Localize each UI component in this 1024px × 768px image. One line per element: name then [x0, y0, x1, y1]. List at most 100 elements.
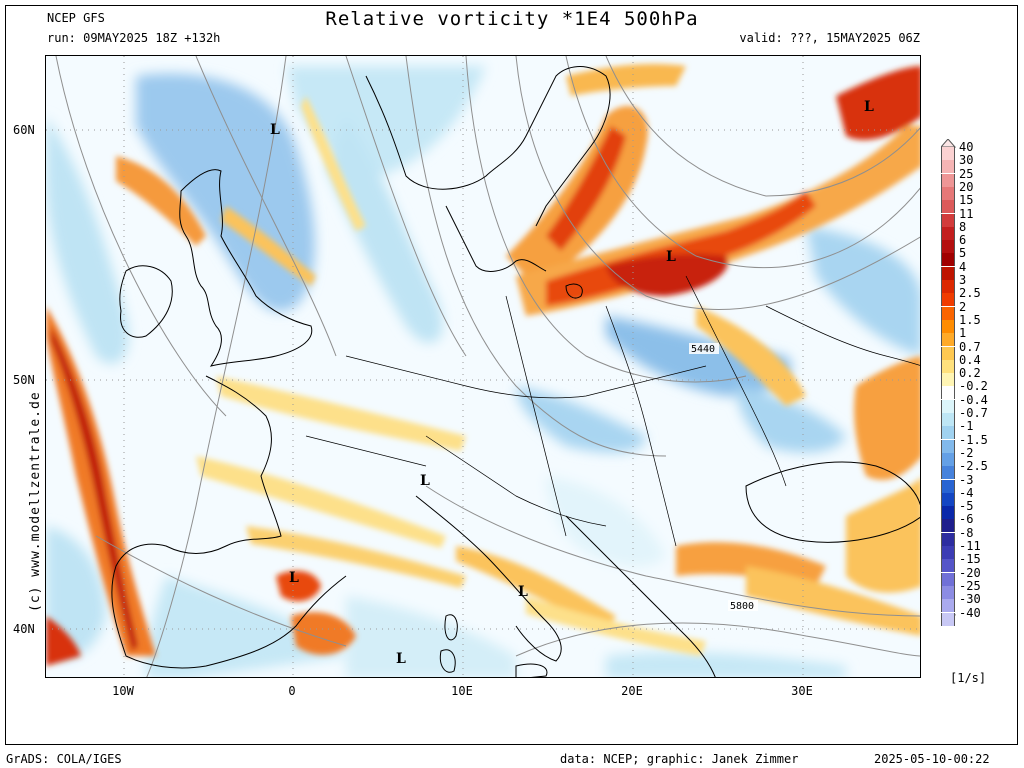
legend-label: 0.4 — [959, 352, 981, 367]
model-name: NCEP GFS — [47, 11, 105, 25]
coastlines-borders — [111, 66, 920, 677]
legend-label: -5 — [959, 499, 974, 514]
legend-swatch — [941, 585, 955, 599]
legend-level: -1 — [941, 419, 1001, 440]
legend-level: -8 — [941, 526, 1001, 546]
legend-swatch — [941, 333, 955, 347]
legend-level: -6 — [941, 512, 1001, 533]
legend-level: 20 — [941, 180, 1001, 200]
lon-label-10w: 10W — [112, 684, 134, 698]
legend-label: -3 — [959, 472, 974, 487]
legend-level: 15 — [941, 193, 1001, 214]
legend-label: -0.2 — [959, 379, 988, 394]
legend-level: -11 — [941, 539, 1001, 559]
geopotential-contours — [55, 56, 920, 677]
legend-level: 1 — [941, 326, 1001, 347]
map-canvas: L L L L L L L 5440 5800 — [46, 56, 920, 677]
legend-level: -5 — [941, 499, 1001, 520]
positive-vorticity-field — [46, 64, 920, 666]
legend-swatch — [941, 200, 955, 214]
legend-label: 4 — [959, 259, 967, 274]
legend-label: 15 — [959, 193, 974, 208]
legend-label: 8 — [959, 219, 967, 234]
contour-values: 5440 5800 — [689, 343, 758, 612]
legend-level: 0.7 — [941, 340, 1001, 360]
low-marker: L — [420, 473, 430, 489]
legend-label: 30 — [959, 153, 974, 168]
legend-swatch — [941, 399, 955, 413]
legend-level: -1.5 — [941, 433, 1001, 453]
legend-swatch — [941, 240, 955, 254]
legend-swatch — [941, 213, 955, 227]
legend-level: 0.4 — [941, 353, 1001, 373]
legend-label: -4 — [959, 485, 974, 500]
legend-label: -0.7 — [959, 406, 988, 420]
legend-swatch — [941, 373, 955, 387]
legend-level: 40 — [941, 140, 1001, 160]
legend-swatch — [941, 226, 955, 240]
lon-label-30e: 30E — [791, 684, 813, 698]
graticule — [46, 56, 920, 677]
legend-level: -30 — [941, 592, 1001, 613]
legend-label: 5 — [959, 246, 967, 261]
legend-label: -0.4 — [959, 392, 988, 407]
legend-swatch — [941, 532, 955, 546]
legend-level: 30 — [941, 153, 1001, 174]
legend-level: 1.5 — [941, 313, 1001, 333]
legend-swatch — [941, 466, 955, 480]
legend-level: -2.5 — [941, 459, 1001, 480]
legend-label: -1 — [959, 419, 974, 434]
contour-label-5440: 5440 — [691, 344, 715, 355]
legend-swatch — [941, 599, 955, 613]
watermark: (c) www.modellzentrale.de — [28, 391, 43, 612]
legend-swatch — [941, 173, 955, 187]
legend-swatch — [941, 426, 955, 440]
legend-level: 5 — [941, 246, 1001, 267]
legend-level: 2 — [941, 300, 1001, 320]
legend-level: 25 — [941, 167, 1001, 187]
legend-level: -3 — [941, 473, 1001, 493]
lon-label-20e: 20E — [621, 684, 643, 698]
footer-timestamp: 2025-05-10-00:22 — [874, 752, 990, 766]
legend-label: -8 — [959, 525, 974, 540]
legend-level: -0.4 — [941, 393, 1001, 413]
lon-label-10e: 10E — [451, 684, 473, 698]
legend-level: -0.2 — [941, 379, 1001, 400]
legend-label: 3 — [959, 273, 967, 287]
legend-swatch — [941, 386, 955, 400]
valid-time: valid: ???, 15MAY2025 06Z — [739, 31, 920, 45]
legend-level: -25 — [941, 579, 1001, 599]
legend-label: 6 — [959, 233, 967, 248]
legend-level: 2.5 — [941, 286, 1001, 307]
legend-label: 2 — [959, 299, 967, 314]
legend-level: 0.2 — [941, 366, 1001, 387]
legend-swatch — [941, 319, 955, 333]
legend-swatch — [941, 306, 955, 320]
low-marker: L — [396, 651, 406, 667]
legend-label: -25 — [959, 578, 981, 593]
legend-label: -30 — [959, 592, 981, 607]
legend-label: 0.7 — [959, 339, 981, 354]
legend-swatch — [941, 266, 955, 280]
legend-swatch — [941, 439, 955, 453]
legend-swatch — [941, 413, 955, 426]
legend-level: -2 — [941, 446, 1001, 466]
legend-level: -40 — [941, 606, 1001, 626]
legend-swatch — [941, 452, 955, 466]
legend-level: -15 — [941, 552, 1001, 573]
legend-swatch — [941, 546, 955, 559]
legend-label: 1.5 — [959, 312, 981, 327]
legend-label: -2 — [959, 445, 974, 460]
legend-label: 1 — [959, 326, 967, 341]
contour-label-5800: 5800 — [730, 601, 754, 612]
legend-label: -11 — [959, 539, 981, 553]
low-marker: L — [270, 122, 280, 138]
legend-level: 3 — [941, 273, 1001, 293]
legend-swatch — [941, 519, 955, 533]
legend-level: -0.7 — [941, 406, 1001, 426]
legend-label: -1.5 — [959, 432, 988, 447]
legend-swatch — [941, 147, 955, 160]
legend-label: -15 — [959, 552, 981, 567]
footer-software: GrADS: COLA/IGES — [6, 752, 122, 766]
lat-label-60n: 60N — [13, 123, 35, 137]
